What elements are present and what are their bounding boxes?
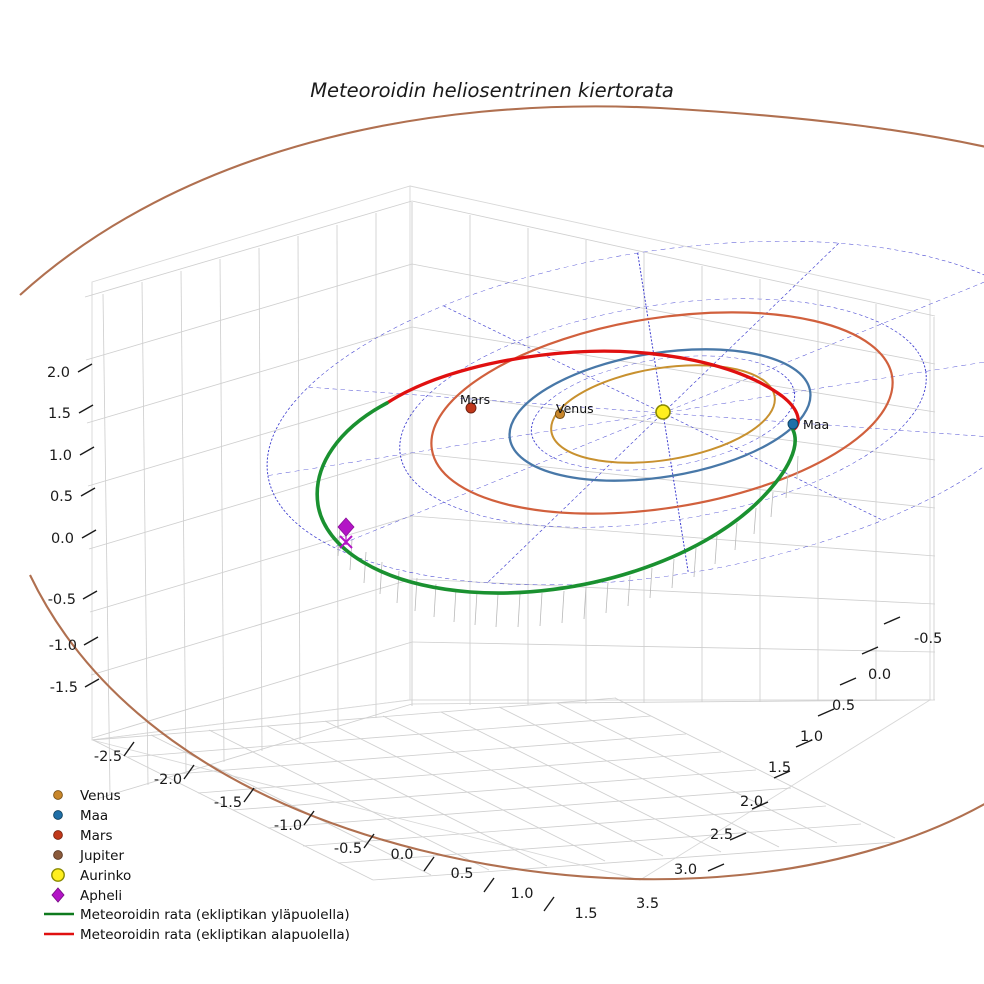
- legend-label-venus: Venus: [80, 788, 121, 804]
- legend-label-orbit-above: Meteoroidin rata (ekliptikan yläpuolella…: [80, 907, 350, 923]
- apheli-projection-x-icon: [339, 535, 353, 549]
- legend-dot-maa: [53, 810, 63, 820]
- x-tick-label: -2.0: [154, 772, 182, 788]
- legend-diamond-apheli: [51, 887, 65, 903]
- apheli-marker-group: [337, 517, 355, 549]
- legend-label-jupiter: Jupiter: [79, 848, 124, 864]
- z-tick-label: 0.5: [50, 489, 73, 505]
- x-axis-ticks: [123, 741, 555, 912]
- z-tick-label: -1.5: [50, 680, 78, 696]
- mars-label: Mars: [460, 392, 490, 407]
- legend-label-mars: Mars: [80, 828, 113, 844]
- venus-marker: [554, 408, 566, 420]
- x-tick-label: -1.5: [214, 795, 242, 811]
- z-tick-label: 1.0: [49, 448, 72, 464]
- y-tick-label: 0.5: [832, 698, 855, 714]
- legend-swatches: [44, 790, 74, 936]
- legend-label-aurinko: Aurinko: [80, 868, 131, 884]
- z-tick-label: -0.5: [48, 592, 76, 608]
- orbit-mars: [430, 311, 894, 515]
- legend-dot-jupiter: [53, 850, 63, 860]
- y-tick-label: 3.0: [674, 862, 697, 878]
- grid-right-wall: [411, 200, 936, 706]
- apheli-diamond-icon: [337, 517, 355, 537]
- z-tick-label: 1.5: [48, 406, 71, 422]
- y-tick-label: 0.0: [868, 667, 891, 683]
- maa-label: Maa: [803, 417, 829, 432]
- y-tick-label: -0.5: [914, 631, 942, 647]
- x-tick-label: 1.5: [574, 906, 597, 922]
- z-axis-ticks: [77, 363, 100, 688]
- orbit-jupiter: [19, 105, 984, 881]
- legend-dot-venus: [53, 790, 63, 800]
- venus-label: Venus: [556, 401, 594, 416]
- y-tick-label: 1.5: [768, 760, 791, 776]
- z-tick-label: -1.0: [49, 638, 77, 654]
- x-tick-label: -1.0: [274, 818, 302, 834]
- x-tick-label: 0.5: [450, 866, 473, 882]
- y-axis-ticks: [707, 616, 901, 872]
- chart-title: Meteoroidin heliosentrinen kiertorata: [310, 79, 674, 102]
- grid-floor: [92, 697, 897, 881]
- legend-dot-aurinko: [51, 868, 65, 882]
- axes-panes: [91, 185, 932, 881]
- y-tick-label: 3.5: [636, 896, 659, 912]
- z-tick-label: 0.0: [51, 531, 74, 547]
- x-tick-label: 1.0: [510, 886, 533, 902]
- meteoroid-orbit-above-ecliptic: [315, 401, 797, 595]
- meteoroid-orbit-below-ecliptic: [385, 349, 800, 432]
- x-tick-label: 0.0: [390, 847, 413, 863]
- legend-label-maa: Maa: [80, 808, 108, 824]
- mars-marker: [465, 402, 477, 414]
- y-tick-label: 1.0: [800, 729, 823, 745]
- legend-label-orbit-below: Meteoroidin rata (ekliptikan alapuolella…: [80, 927, 350, 943]
- z-tick-label: 2.0: [47, 365, 70, 381]
- x-tick-label: -0.5: [334, 841, 362, 857]
- aurinko-marker: [655, 404, 671, 420]
- legend-dot-mars: [53, 830, 63, 840]
- orbit-venus: [550, 364, 776, 464]
- y-tick-label: 2.5: [710, 827, 733, 843]
- x-tick-label: -2.5: [94, 749, 122, 765]
- maa-marker: [787, 418, 799, 430]
- projection-stems: [337, 455, 799, 628]
- legend-label-apheli: Apheli: [80, 888, 122, 904]
- y-tick-label: 2.0: [740, 794, 763, 810]
